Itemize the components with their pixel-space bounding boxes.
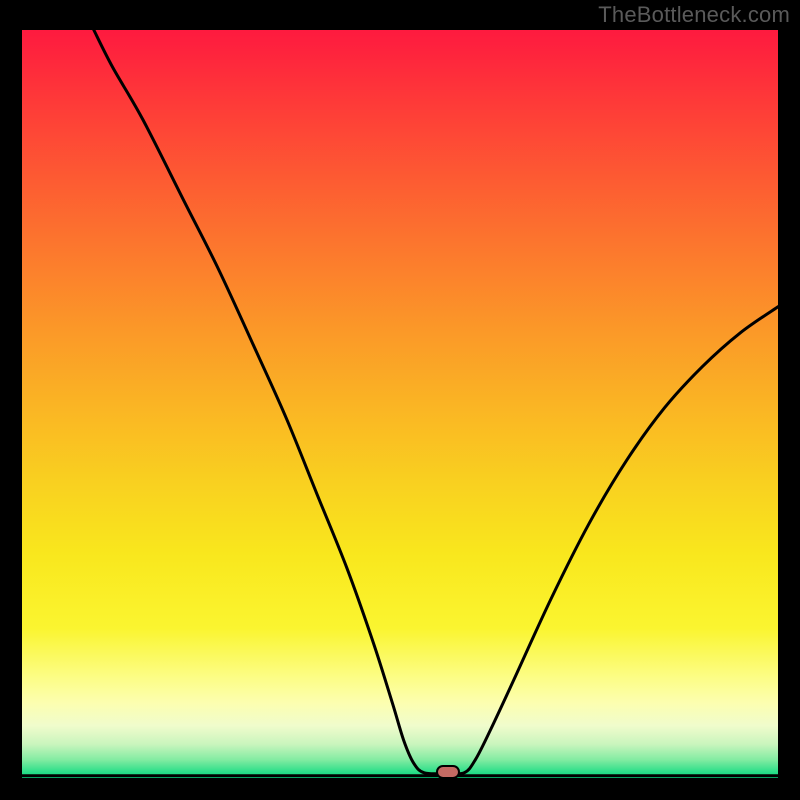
plot-frame	[22, 30, 778, 778]
current-config-marker	[436, 765, 460, 778]
bottleneck-curve-layer	[22, 30, 778, 778]
bottleneck-curve	[94, 30, 778, 774]
attribution-text: TheBottleneck.com	[598, 2, 790, 28]
